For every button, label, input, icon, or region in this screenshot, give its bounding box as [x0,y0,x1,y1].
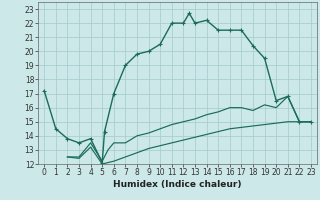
X-axis label: Humidex (Indice chaleur): Humidex (Indice chaleur) [113,180,242,189]
